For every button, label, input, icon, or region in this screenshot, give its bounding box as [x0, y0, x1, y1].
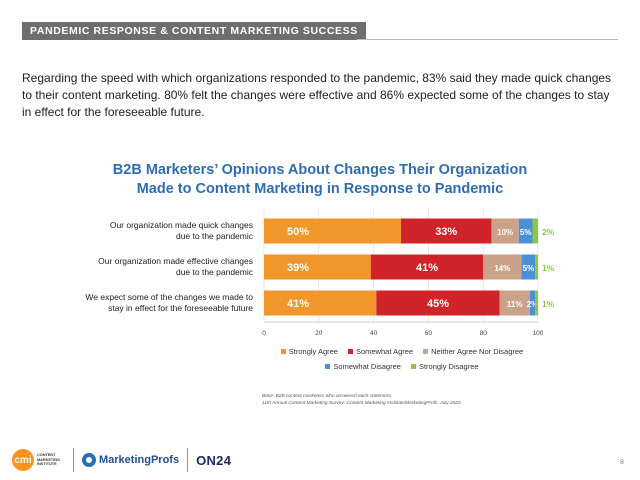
- bar-segment: [529, 290, 536, 316]
- data-label: 14%: [494, 264, 510, 273]
- data-label: 5%: [523, 264, 535, 273]
- footer-logos: cmi CONTENT MARKETING INSTITUTE Marketin…: [12, 446, 231, 474]
- legend-label: Neither Agree Nor Disagree: [431, 347, 524, 356]
- data-label: 39%: [287, 262, 309, 274]
- legend-item: Strongly Agree: [280, 347, 338, 356]
- bar-segment: [499, 290, 530, 316]
- cmi-logo-text: CONTENT MARKETING INSTITUTE: [37, 453, 60, 467]
- on24-logo: ON24: [196, 452, 232, 468]
- chart-title: B2B Marketers’ Opinions About Changes Th…: [60, 161, 580, 199]
- x-tick-label: 20: [315, 330, 323, 337]
- bar-segment: [376, 290, 500, 316]
- data-label: 10%: [497, 228, 513, 237]
- category-label: We expect some of the changes we made to: [85, 292, 253, 302]
- bar-segment: [518, 218, 533, 244]
- bar-segment: [532, 218, 538, 244]
- bar-segment: [264, 254, 371, 280]
- intro-paragraph: Regarding the speed with which organizat…: [22, 71, 612, 119]
- data-label: 41%: [416, 262, 438, 274]
- stacked-bar-chart: 0 20 40 60 80 100 Our organization made quick …: [85, 209, 555, 337]
- data-label: 5%: [520, 228, 532, 237]
- legend-label: Somewhat Agree: [355, 347, 414, 356]
- legend-item: Somewhat Disagree: [325, 362, 401, 371]
- marketingprofs-icon: [82, 453, 96, 467]
- legend-label: Strongly Disagree: [418, 362, 479, 371]
- data-label: 50%: [287, 226, 309, 238]
- page-number: 8: [620, 459, 624, 466]
- bar-segment: [535, 254, 538, 280]
- legend-item: Neither Agree Nor Disagree: [423, 347, 523, 356]
- legend-label: Strongly Agree: [288, 347, 338, 356]
- footnote-base: Base: B2B content marketers who answered…: [262, 394, 393, 399]
- marketingprofs-wordmark: MarketingProfs: [99, 454, 180, 466]
- x-tick-label: 40: [370, 330, 378, 337]
- data-label: 1%: [542, 263, 555, 273]
- bar-segment: [370, 254, 484, 280]
- legend-item: Somewhat Agree: [347, 347, 414, 356]
- chart-title-line-1: B2B Marketers’ Opinions About Changes Th…: [112, 162, 528, 178]
- section-header: PANDEMIC RESPONSE & CONTENT MARKETING SU…: [22, 22, 366, 40]
- chart-title-line-2: Made to Content Marketing in Response to…: [136, 181, 504, 197]
- x-tick-label: 60: [425, 330, 433, 337]
- legend-item: Strongly Disagree: [410, 362, 479, 371]
- category-label: Our organization made effective changes: [98, 256, 253, 266]
- section-title: PANDEMIC RESPONSE & CONTENT MARKETING SU…: [30, 25, 358, 37]
- cmi-logo-mark: cmi: [12, 449, 34, 471]
- legend-swatch: [347, 349, 353, 354]
- data-label: 45%: [427, 298, 449, 310]
- x-tick-label: 100: [533, 330, 544, 337]
- legend-swatch: [280, 349, 286, 354]
- legend-row: Strongly Agree Somewhat Agree Neither Agre…: [252, 347, 552, 356]
- category-label: due to the pandemic: [176, 231, 254, 241]
- x-tick-label: 80: [480, 330, 488, 337]
- category-label: Our organization made quick changes: [110, 220, 253, 230]
- category-label: stay in effect for the foreseeable futur…: [108, 303, 253, 313]
- bar-segment: [535, 290, 538, 316]
- bar-segment: [491, 218, 519, 244]
- data-label: 1%: [542, 299, 555, 309]
- cmi-logo: cmi CONTENT MARKETING INSTITUTE: [12, 449, 65, 471]
- legend-swatch: [325, 364, 331, 369]
- marketingprofs-logo: MarketingProfs: [82, 453, 179, 467]
- logo-divider: [73, 448, 74, 472]
- chart-legend: Strongly Agree Somewhat Agree Neither Agre…: [252, 347, 552, 377]
- footnote-source: 11th Annual Content Marketing Survey: Co…: [262, 401, 461, 406]
- data-label: 2%: [542, 227, 555, 237]
- data-label: 41%: [287, 298, 309, 310]
- data-label: 11%: [507, 300, 523, 309]
- data-label: 33%: [435, 226, 457, 238]
- data-label: 2%: [527, 300, 539, 309]
- bar-segment: [483, 254, 522, 280]
- bar-segment: [264, 290, 377, 316]
- bar-segment: [521, 254, 536, 280]
- category-label: due to the pandemic: [176, 267, 254, 277]
- bar-segment: [401, 218, 492, 244]
- legend-label: Somewhat Disagree: [333, 362, 401, 371]
- chart-footnote: Base: B2B content marketers who answered…: [262, 393, 461, 407]
- legend-swatch: [423, 349, 429, 354]
- bar-segment: [264, 218, 401, 244]
- logo-divider: [187, 448, 189, 472]
- legend-row: Somewhat Disagree Strongly Disagree: [252, 362, 552, 371]
- legend-swatch: [410, 364, 416, 369]
- header-rule: [357, 39, 618, 40]
- x-tick-label: 0: [262, 330, 266, 337]
